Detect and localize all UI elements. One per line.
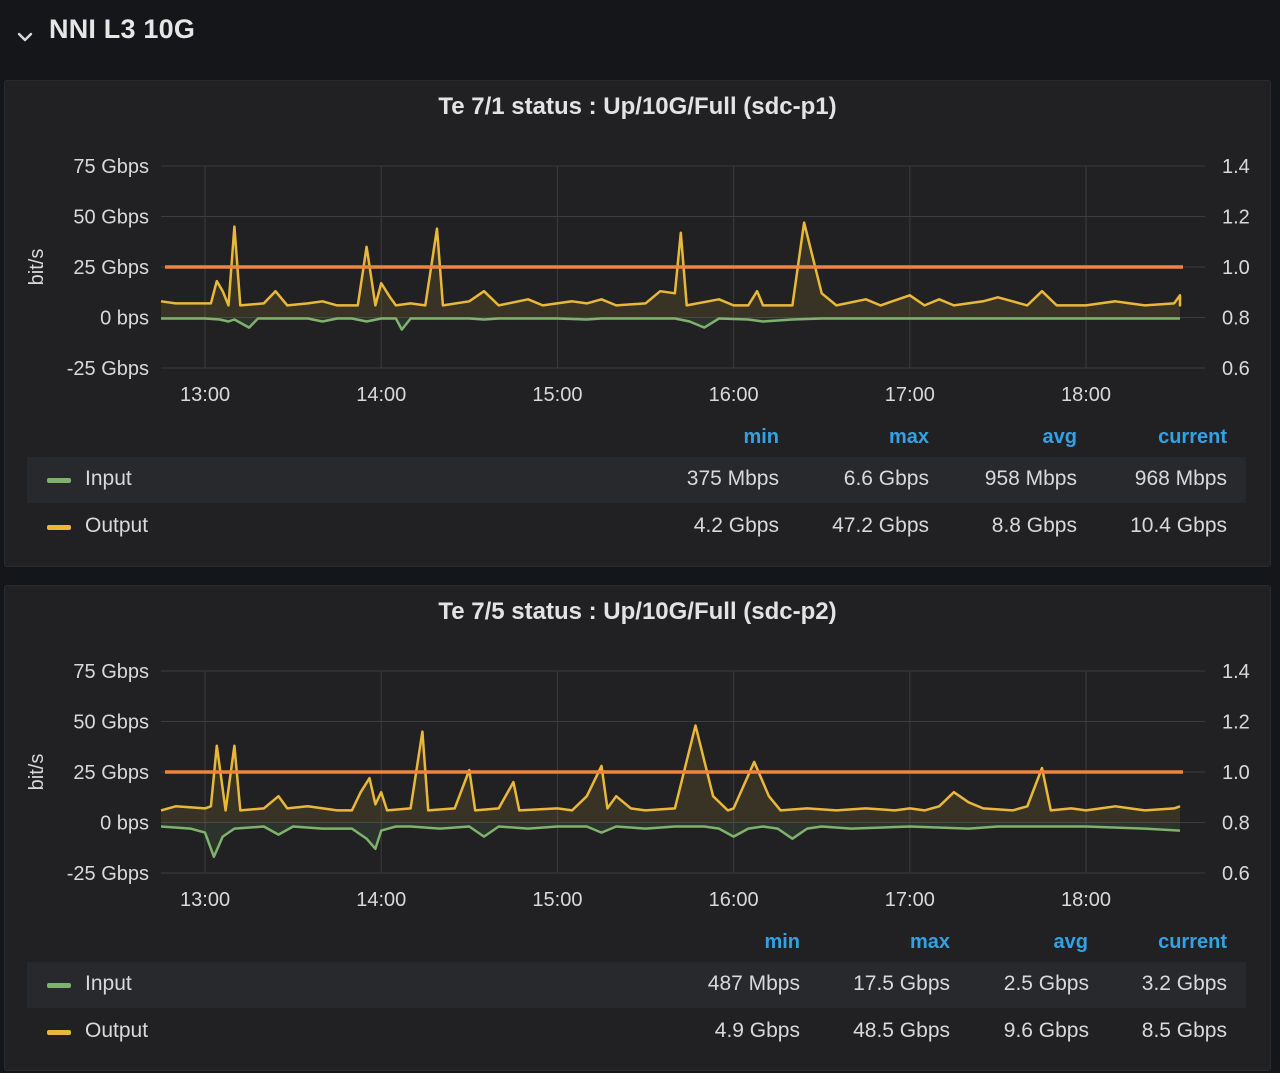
y-axis-label: bit/s [26,249,48,286]
legend-header-avg[interactable]: avg [1042,426,1077,448]
series-area-output [161,222,1180,318]
legend-value-max: 6.6 Gbps [843,467,929,490]
series-line-output [160,221,1182,307]
x-axis-tick-label: 15:00 [532,384,582,406]
series-color-swatch[interactable] [47,478,71,483]
x-axis-tick-label: 14:00 [356,889,406,911]
y-axis-tick-label: 50 Gbps [73,712,149,734]
legend-value-min: 4.9 Gbps [714,1019,800,1042]
y-axis-tick-label: 25 Gbps [73,257,149,279]
legend-value-max: 47.2 Gbps [832,514,929,537]
series-line-input [160,825,1181,859]
legend-header-avg[interactable]: avg [1053,931,1088,953]
legend-row-output[interactable]: Output 4.9 Gbps 48.5 Gbps 9.6 Gbps 8.5 G… [27,1009,1246,1055]
y2-axis-tick-label: 0.8 [1222,813,1250,835]
legend-header-min[interactable]: min [764,931,800,953]
dashboard-row-header: NNI L3 10G [0,0,1280,70]
series-name[interactable]: Input [85,972,132,995]
panel-title[interactable]: Te 7/5 status : Up/10G/Full (sdc-p2) [438,598,837,625]
y-axis-tick-label: 25 Gbps [73,762,149,784]
x-axis-tick-label: 17:00 [885,384,935,406]
y-axis-tick-label: 0 bps [100,813,149,835]
x-axis-tick-label: 13:00 [180,384,230,406]
y2-axis-tick-label: 1.0 [1222,762,1250,784]
y2-axis-tick-label: 0.8 [1222,308,1250,330]
legend-value-max: 17.5 Gbps [853,972,950,995]
legend-value-current: 968 Mbps [1134,467,1227,490]
legend-row-input[interactable]: Input 375 Mbps 6.6 Gbps 958 Mbps 968 Mbp… [27,457,1246,503]
x-axis-tick-label: 15:00 [532,889,582,911]
series-color-swatch[interactable] [47,525,71,530]
series-line-input [161,317,1180,331]
legend-value-current: 8.5 Gbps [1141,1019,1227,1042]
legend-value-min: 375 Mbps [686,467,779,490]
legend-row-output[interactable]: Output 4.2 Gbps 47.2 Gbps 8.8 Gbps 10.4 … [27,504,1246,550]
y2-axis-tick-label: 0.6 [1222,358,1250,380]
x-axis-tick-label: 13:00 [180,889,230,911]
series-area-output [161,725,1180,823]
graph-panel: Te 7/1 status : Up/10G/Full (sdc-p1) 75 … [4,80,1271,567]
y-axis-tick-label: -25 Gbps [67,863,149,885]
y-axis-tick-label: -25 Gbps [67,358,149,380]
series-color-swatch[interactable] [47,1030,71,1035]
legend-value-current: 3.2 Gbps [1141,972,1227,995]
chevron-down-icon[interactable] [14,26,36,48]
y2-axis-tick-label: 0.6 [1222,863,1250,885]
y2-axis-tick-label: 1.2 [1222,712,1250,734]
legend-value-avg: 958 Mbps [984,467,1077,490]
legend-header-max[interactable]: max [888,426,929,448]
x-axis-tick-label: 18:00 [1061,384,1111,406]
legend-header-current[interactable]: current [1158,931,1227,953]
traffic-chart[interactable]: 75 Gbps 50 Gbps 25 Gbps 0 bps -25 Gbps 1.4 1.2… [5,586,1270,926]
series-line-output [160,724,1181,812]
legend-value-avg: 9.6 Gbps [1003,1019,1089,1042]
y-axis-tick-label: 50 Gbps [73,207,149,229]
y2-axis-tick-label: 1.2 [1222,207,1250,229]
y-axis-label: bit/s [26,754,48,791]
x-axis-tick-label: 14:00 [356,384,406,406]
panel-title[interactable]: Te 7/1 status : Up/10G/Full (sdc-p1) [438,93,837,120]
series-name[interactable]: Output [85,514,149,537]
series-color-swatch[interactable] [47,983,71,988]
x-axis-tick-label: 18:00 [1061,889,1111,911]
legend-value-min: 487 Mbps [707,972,800,995]
legend-value-min: 4.2 Gbps [693,514,779,537]
legend-header-current[interactable]: current [1158,426,1227,448]
x-axis-tick-label: 16:00 [709,384,759,406]
graph-panel: Te 7/5 status : Up/10G/Full (sdc-p2) 75 … [4,585,1271,1071]
y2-axis-tick-label: 1.0 [1222,257,1250,279]
y2-axis-tick-label: 1.4 [1222,156,1250,178]
series-name[interactable]: Output [85,1019,149,1042]
y2-axis-tick-label: 1.4 [1222,661,1250,683]
y-axis-tick-label: 0 bps [100,308,149,330]
legend-value-avg: 8.8 Gbps [991,514,1077,537]
y-axis-tick-label: 75 Gbps [73,156,149,178]
y-axis-tick-label: 75 Gbps [73,661,149,683]
legend-header-min[interactable]: min [743,426,779,448]
x-axis-tick-label: 16:00 [709,889,759,911]
x-axis-tick-label: 17:00 [885,889,935,911]
legend-header-max[interactable]: max [909,931,950,953]
legend-row-input[interactable]: Input 487 Mbps 17.5 Gbps 2.5 Gbps 3.2 Gb… [27,962,1246,1008]
legend-value-avg: 2.5 Gbps [1003,972,1089,995]
series-name[interactable]: Input [85,467,132,490]
legend-value-max: 48.5 Gbps [853,1019,950,1042]
row-title[interactable]: NNI L3 10G [49,14,196,44]
traffic-chart[interactable]: 75 Gbps 50 Gbps 25 Gbps 0 bps -25 Gbps 1.4 1.2… [5,81,1270,421]
legend-value-current: 10.4 Gbps [1130,514,1227,537]
